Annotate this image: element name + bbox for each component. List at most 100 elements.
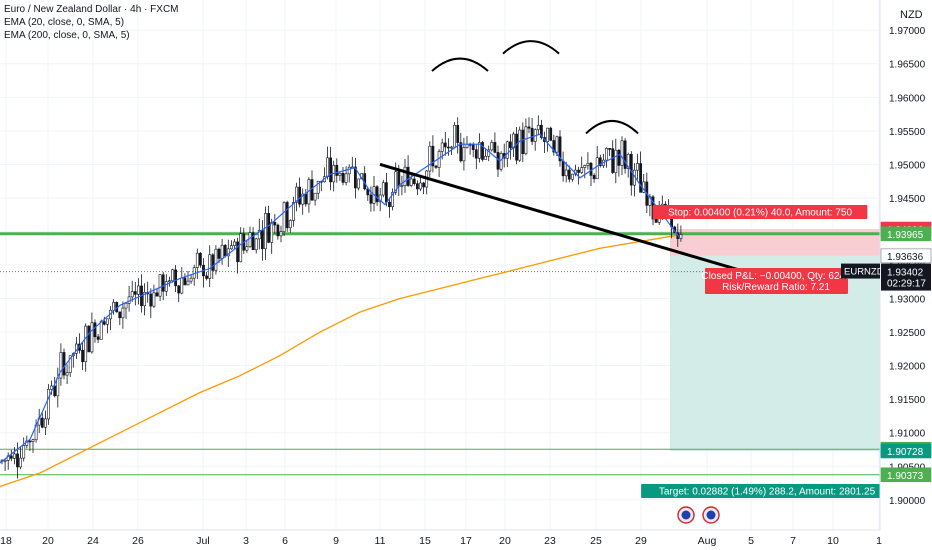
candle-body (47, 389, 50, 420)
x-tick-label: 10 (827, 535, 839, 547)
x-tick-label: 23 (544, 535, 556, 547)
candle-body (220, 244, 224, 259)
candle-body (446, 146, 450, 149)
y-tick-label: 1.95000 (889, 160, 926, 171)
target-label-bg (641, 484, 893, 498)
price-tag-text: 1.93965 (887, 230, 924, 241)
candle-body (152, 292, 156, 307)
candle-body (304, 193, 308, 205)
y-tick-label: 1.90000 (889, 496, 926, 507)
candle-body (81, 350, 85, 363)
x-tick-label: 20 (499, 535, 511, 547)
closed-pnl-text: Closed P&L: −0.00400, Qty: 6249 (701, 271, 851, 282)
y-tick-label: 1.92500 (889, 328, 926, 339)
candle-body (211, 254, 215, 271)
candle-body (245, 246, 249, 251)
candle-body (443, 142, 447, 148)
x-tick-label: 24 (87, 535, 99, 547)
candle-body (384, 182, 388, 203)
candle-body (155, 292, 159, 297)
candle-body (99, 321, 103, 340)
y-tick-label: 1.91000 (889, 429, 926, 440)
candle-body (329, 157, 333, 183)
candle-body (16, 453, 19, 468)
y-tick-label: 1.95500 (889, 127, 926, 138)
candle-body (400, 185, 404, 187)
candle-body (295, 186, 298, 203)
candle-body (456, 125, 460, 143)
x-tick-label: 1 (876, 535, 882, 547)
candle-body (605, 148, 608, 161)
candle-body (335, 165, 339, 176)
target-label: Target: 0.02882 (1.49%) 288.2, Amount: 2… (641, 484, 893, 498)
candle-body (381, 182, 385, 196)
last-price-tag (881, 263, 931, 291)
candle-body (174, 269, 178, 287)
candle-body (254, 238, 258, 251)
candle-body (68, 355, 72, 373)
candle-body (536, 124, 540, 130)
candle-body (549, 127, 553, 141)
ema200-line (0, 234, 681, 488)
candle-body (341, 173, 345, 183)
x-tick-label: 26 (132, 535, 144, 547)
candle-body (366, 188, 370, 196)
candle-body (316, 180, 320, 194)
candle-body (580, 167, 584, 173)
candle-body (230, 245, 233, 250)
candle-body (490, 142, 494, 151)
candle-body (124, 303, 128, 309)
y-tick-label: 1.91500 (889, 395, 926, 406)
event-icon-flag (706, 510, 716, 520)
candle-body (614, 149, 618, 173)
x-tick-label: Aug (698, 535, 717, 547)
candle-body (617, 149, 621, 166)
candle-body (28, 440, 32, 443)
candle-body (282, 202, 286, 232)
candle-body (639, 163, 643, 193)
candle-body (313, 192, 317, 201)
candle-body (177, 285, 181, 294)
candle-body (515, 133, 519, 161)
candle-body (205, 275, 209, 279)
candle-body (422, 182, 426, 188)
candle-body (87, 325, 91, 353)
y-tick-label: 1.94500 (889, 194, 926, 205)
candle-body (40, 417, 44, 428)
head-arc (502, 40, 560, 55)
candle-body (137, 285, 140, 295)
candle-body (161, 274, 165, 292)
candle-body (450, 146, 453, 149)
candle-body (257, 230, 261, 240)
candle-body (106, 318, 109, 325)
candle-body (586, 162, 590, 166)
candle-body (121, 307, 125, 319)
candle-body (505, 141, 509, 159)
legend-ema200: EMA (200, close, 0, SMA, 5) (4, 30, 130, 41)
candle-body (158, 274, 162, 297)
candle-body (285, 202, 289, 229)
candle-body (208, 254, 212, 279)
price-tag (880, 443, 932, 459)
candle-body (180, 277, 184, 294)
candle-body (214, 248, 218, 271)
candle-body (53, 385, 57, 397)
candle-body (583, 165, 587, 168)
candle-body (84, 325, 88, 363)
candle-body (561, 160, 565, 177)
candle-body (62, 352, 66, 376)
candle-body (118, 311, 122, 319)
x-tick-label: 6 (282, 535, 288, 547)
candle-body (22, 445, 26, 459)
candle-body (56, 377, 60, 397)
candle-body (90, 322, 94, 353)
candle-body (611, 148, 615, 173)
legend-ema20: EMA (20, close, 0, SMA, 5) (4, 17, 125, 28)
candle-body (636, 163, 639, 171)
candle-body (248, 232, 252, 248)
shoulder-arc (585, 120, 639, 135)
candle-body (338, 173, 342, 176)
candle-body (409, 178, 413, 186)
